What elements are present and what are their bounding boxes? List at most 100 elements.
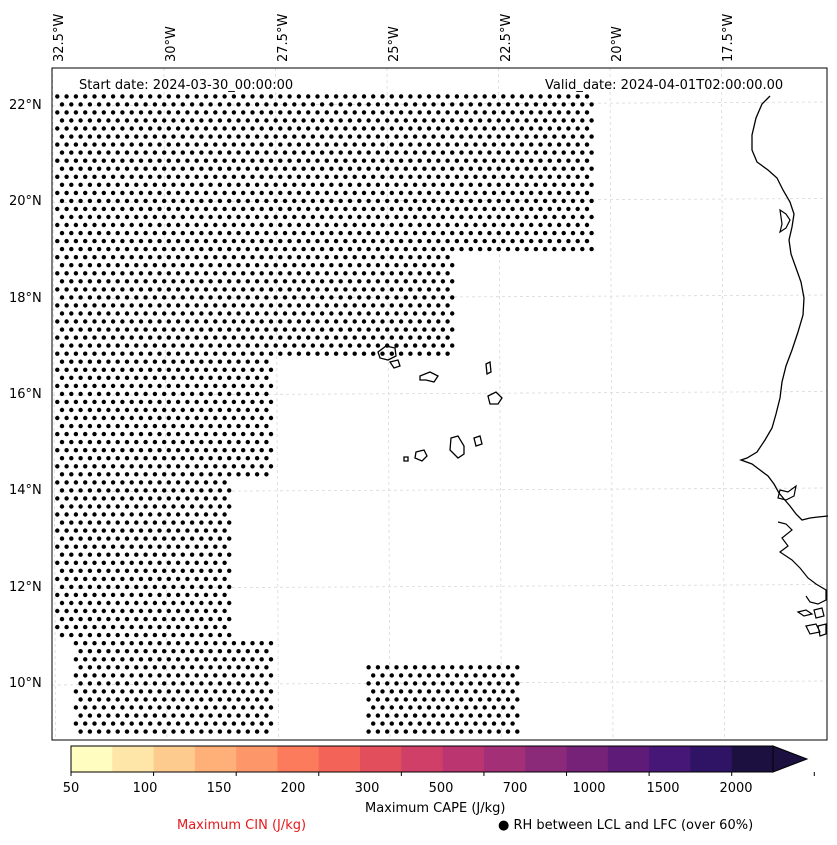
rh-dot — [241, 174, 246, 179]
rh-dot — [166, 480, 171, 485]
rh-dot — [519, 94, 525, 99]
parallel-line — [51, 391, 828, 396]
rh-dot — [236, 391, 241, 397]
rh-dot — [110, 721, 116, 726]
rh-dot — [222, 657, 227, 662]
rh-dot — [162, 279, 167, 284]
rh-dot — [175, 351, 181, 356]
rh-dot — [352, 222, 357, 228]
rh-dot — [385, 134, 390, 139]
rh-dot — [329, 343, 334, 348]
rh-dot — [194, 689, 199, 694]
rh-dot — [259, 238, 264, 244]
rh-dot — [529, 206, 534, 212]
rh-dot — [445, 319, 450, 324]
rh-dot — [87, 166, 93, 171]
rh-dot — [185, 464, 190, 469]
rh-dot — [589, 182, 594, 187]
rh-dot — [213, 512, 218, 517]
rh-dot — [412, 295, 418, 300]
rh-dot — [217, 584, 223, 590]
rh-dot — [87, 407, 93, 413]
rh-dot — [398, 206, 404, 212]
rh-dot — [208, 279, 213, 284]
rh-dot — [422, 729, 427, 734]
rh-dot — [96, 198, 102, 204]
rh-dot — [464, 174, 469, 179]
rh-dot — [157, 512, 162, 517]
rh-dot — [296, 222, 302, 228]
rh-dot — [185, 608, 190, 614]
rh-dot — [194, 657, 199, 662]
rh-dot — [129, 206, 134, 212]
rh-dot — [436, 721, 441, 726]
rh-dot — [171, 327, 176, 332]
sal-island — [485, 360, 492, 376]
rh-dot — [189, 456, 195, 461]
rh-dot — [482, 689, 487, 694]
rh-dot — [87, 343, 93, 348]
rh-dot — [315, 335, 320, 340]
rh-dot — [199, 729, 204, 734]
rh-dot — [566, 110, 571, 115]
rh-dot — [110, 271, 116, 276]
rh-dot — [134, 584, 139, 590]
rh-dot — [92, 303, 97, 308]
rh-dot — [450, 295, 455, 300]
rh-dot — [231, 287, 237, 292]
rh-dot — [199, 327, 204, 332]
colorbar-swatch — [442, 746, 485, 772]
rh-dot — [83, 319, 88, 324]
rh-dot — [282, 263, 288, 268]
rh-dot — [510, 142, 515, 147]
rh-dot — [138, 335, 144, 340]
rh-dot — [231, 351, 237, 356]
rh-dot — [138, 319, 144, 324]
rh-dot — [282, 279, 288, 284]
rh-dot — [152, 343, 158, 348]
rh-dot — [166, 126, 171, 131]
rh-dot — [124, 439, 130, 445]
rh-dot — [245, 665, 250, 670]
rh-dot — [83, 544, 88, 549]
rh-dot — [487, 182, 492, 187]
rh-dot — [69, 198, 74, 204]
rh-dot — [194, 592, 199, 598]
rh-dot — [524, 230, 529, 236]
rh-dot — [92, 238, 97, 244]
rh-dot — [268, 126, 274, 131]
rh-dot — [501, 126, 506, 131]
rh-dot — [510, 673, 515, 678]
rh-dot — [78, 520, 83, 525]
rh-dot — [315, 287, 320, 292]
rh-dot — [78, 439, 83, 445]
rh-dot — [227, 423, 232, 429]
rh-dot — [529, 222, 534, 228]
rh-dot — [287, 319, 292, 324]
rh-dot — [584, 142, 590, 147]
rh-dot — [101, 158, 107, 163]
rh-dot — [426, 689, 432, 694]
rh-dot — [83, 238, 88, 244]
rh-dot — [73, 271, 79, 276]
rh-dot — [380, 190, 385, 196]
rh-dot — [199, 456, 204, 461]
rh-dot — [92, 190, 97, 196]
rh-dot — [180, 472, 185, 477]
rh-dot — [171, 102, 176, 107]
rh-dot — [445, 721, 450, 726]
rh-dot — [185, 399, 190, 405]
rh-dot — [264, 423, 269, 429]
rh-dot — [487, 118, 492, 123]
rh-dot — [110, 689, 116, 694]
rh-dot — [162, 198, 167, 204]
rh-dot — [148, 641, 153, 646]
rh-dot — [524, 182, 529, 187]
rh-dot — [59, 359, 65, 364]
rh-dot — [477, 182, 483, 187]
rh-dot — [431, 279, 436, 284]
rh-dot — [245, 697, 250, 702]
rh-dot — [162, 327, 167, 332]
rh-dot — [343, 158, 348, 163]
rh-dot — [241, 415, 246, 421]
